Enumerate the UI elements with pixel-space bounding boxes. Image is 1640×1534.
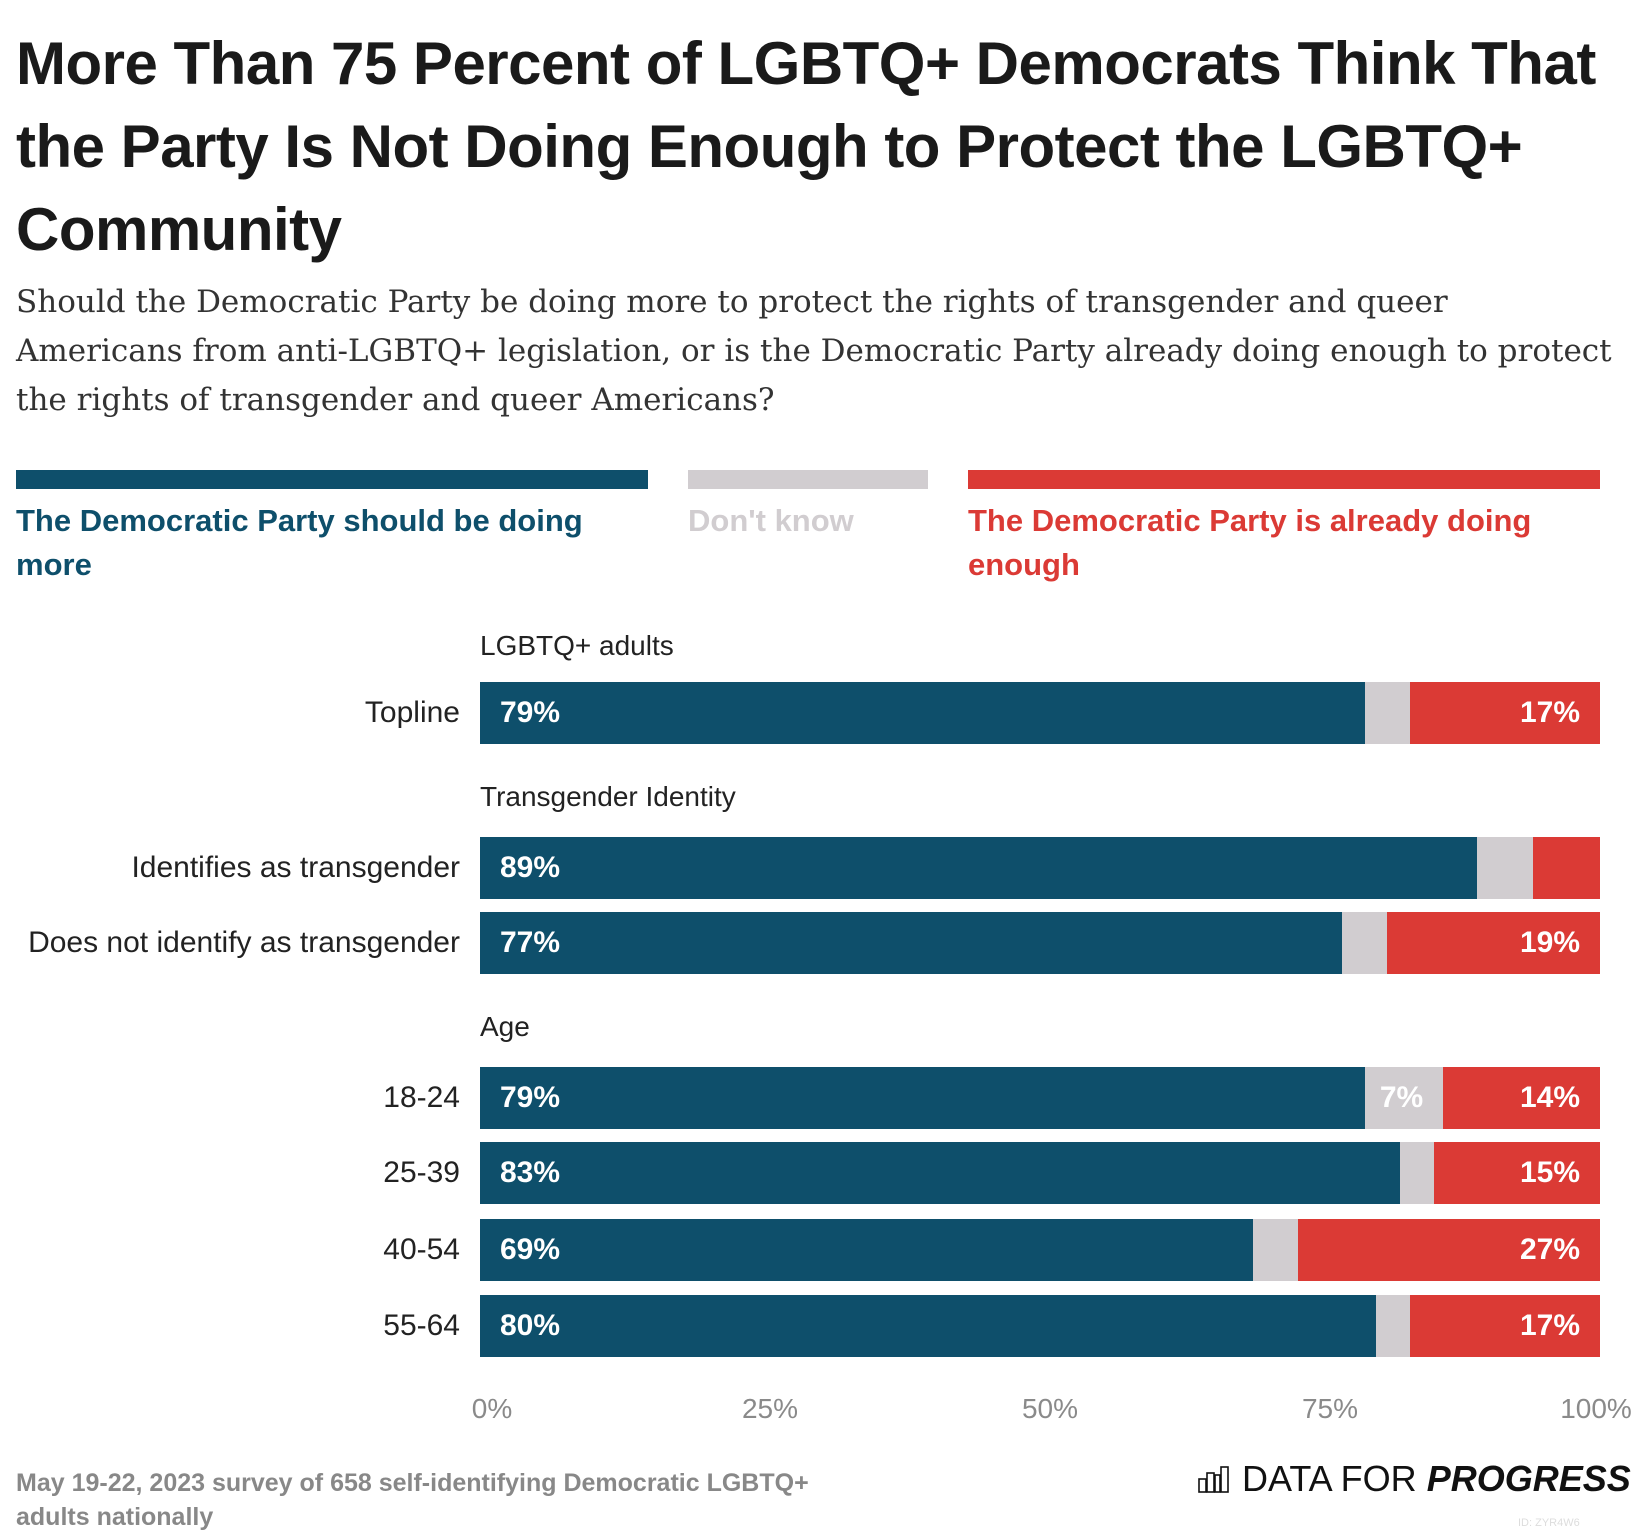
bar-segment-more bbox=[480, 912, 1343, 974]
legend-label: The Democratic Party is already doing en… bbox=[968, 503, 1532, 582]
data-label: 77% bbox=[500, 926, 561, 959]
bar-segment-dont-know bbox=[1342, 912, 1388, 974]
bar-chart-icon bbox=[1198, 1466, 1229, 1493]
row-label: Does not identify as transgender bbox=[28, 926, 460, 959]
legend-item-more: The Democratic Party should be doing mor… bbox=[16, 470, 648, 587]
data-label: 19% bbox=[1519, 926, 1580, 959]
data-label: 79% bbox=[500, 1081, 561, 1114]
bar-segment-more bbox=[480, 1295, 1376, 1357]
data-label: 14% bbox=[1519, 1081, 1580, 1114]
bar-segment-enough bbox=[1409, 682, 1600, 744]
legend-item-enough: The Democratic Party is already doing en… bbox=[968, 470, 1600, 587]
x-tick-label: 50% bbox=[1021, 1393, 1079, 1424]
logo-text-bold: PROGRESS bbox=[1426, 1458, 1631, 1499]
bar-segment-dont-know bbox=[1376, 1295, 1410, 1357]
data-label: 7% bbox=[1379, 1081, 1424, 1114]
bar-segment-more bbox=[480, 682, 1365, 744]
data-label: 79% bbox=[500, 696, 561, 729]
data-label: 15% bbox=[1519, 1156, 1580, 1189]
x-tick-label: 75% bbox=[1301, 1393, 1359, 1424]
bar-segment-dont-know bbox=[1364, 1067, 1444, 1129]
bar-segment-more bbox=[480, 837, 1477, 899]
group-label: Age bbox=[480, 1011, 530, 1042]
legend-label: The Democratic Party should be doing mor… bbox=[16, 503, 583, 582]
bar-segment-dont-know bbox=[1400, 1142, 1434, 1204]
bar-segment-enough bbox=[1387, 912, 1600, 974]
bar-segment-enough bbox=[1532, 837, 1600, 899]
row-label: Topline bbox=[364, 696, 460, 729]
group-label: LGBTQ+ adults bbox=[480, 630, 674, 661]
data-for-progress-logo: DATA FOR PROGRESS bbox=[1198, 1458, 1631, 1500]
legend-item-dont-know: Don't know bbox=[688, 470, 928, 543]
row-label: 55-64 bbox=[383, 1309, 460, 1342]
data-label: 17% bbox=[1519, 696, 1580, 729]
data-label: 89% bbox=[500, 851, 561, 884]
row-label: 25-39 bbox=[383, 1156, 460, 1189]
bar-segment-enough bbox=[1443, 1067, 1600, 1129]
bar-segment-dont-know bbox=[1364, 682, 1410, 744]
bar-segment-enough bbox=[1409, 1295, 1600, 1357]
row-label: 18-24 bbox=[383, 1081, 460, 1114]
chart-title: More Than 75 Percent of LGBTQ+ Democrats… bbox=[16, 30, 1596, 263]
chart-id: ID: ZYR4W6 bbox=[1518, 1517, 1580, 1529]
bar-segment-dont-know bbox=[1476, 837, 1533, 899]
legend-swatch bbox=[968, 470, 1600, 489]
source-note: May 19-22, 2023 survey of 658 self-ident… bbox=[16, 1469, 809, 1531]
chart-subtitle: Should the Democratic Party be doing mor… bbox=[16, 284, 1612, 418]
row-label: 40-54 bbox=[383, 1233, 460, 1266]
bar-segment-dont-know bbox=[1252, 1219, 1298, 1281]
legend-swatch bbox=[688, 470, 928, 489]
bar-segment-more bbox=[480, 1219, 1253, 1281]
bar-segment-more bbox=[480, 1142, 1401, 1204]
bar-segment-enough bbox=[1297, 1219, 1600, 1281]
data-label: 17% bbox=[1519, 1309, 1580, 1342]
legend-swatch bbox=[16, 470, 648, 489]
data-label: 27% bbox=[1519, 1233, 1580, 1266]
group-label: Transgender Identity bbox=[480, 781, 736, 812]
logo-text-regular: DATA FOR bbox=[1242, 1458, 1417, 1499]
x-tick-label: 0% bbox=[471, 1393, 513, 1424]
data-label: 80% bbox=[500, 1309, 561, 1342]
x-tick-label: 100% bbox=[1560, 1393, 1632, 1424]
legend-label: Don't know bbox=[688, 503, 854, 538]
data-label: 69% bbox=[500, 1233, 561, 1266]
data-label: 83% bbox=[500, 1156, 561, 1189]
row-label: Identifies as transgender bbox=[131, 851, 460, 884]
bar-segment-enough bbox=[1433, 1142, 1600, 1204]
x-tick-label: 25% bbox=[741, 1393, 799, 1424]
bar-segment-more bbox=[480, 1067, 1365, 1129]
